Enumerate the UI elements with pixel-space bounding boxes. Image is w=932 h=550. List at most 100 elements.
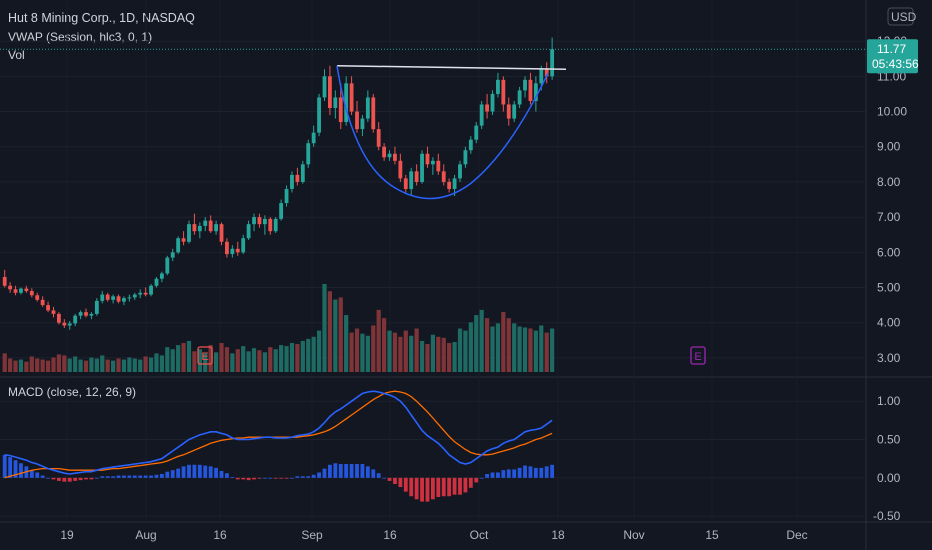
vwap-legend[interactable]: VWAP (Session, hlc3, 0, 1) bbox=[8, 30, 152, 44]
volume-bar bbox=[78, 359, 83, 372]
candle-body bbox=[501, 79, 506, 105]
candle-body bbox=[376, 129, 381, 147]
macd-histogram-bar bbox=[111, 476, 116, 478]
macd-histogram-bar bbox=[420, 477, 424, 502]
volume-bar bbox=[2, 353, 7, 372]
macd-pane bbox=[2, 390, 555, 502]
earnings-marker-past[interactable] bbox=[197, 346, 213, 365]
macd-histogram-bar bbox=[273, 477, 278, 479]
volume-bar bbox=[544, 332, 549, 372]
volume-bar bbox=[73, 356, 78, 372]
macd-histogram-bar bbox=[89, 477, 94, 480]
candle-body bbox=[414, 171, 419, 182]
cup-pattern bbox=[336, 65, 567, 200]
candle-body bbox=[143, 292, 148, 295]
candle-body bbox=[317, 97, 321, 133]
macd-histogram-bar bbox=[57, 477, 61, 481]
macd-histogram-bar bbox=[317, 472, 321, 478]
volume-bar bbox=[251, 348, 257, 372]
macd-histogram-bar bbox=[458, 477, 462, 495]
time-tick-label: 16 bbox=[213, 528, 227, 542]
price-tick-label: 4.00 bbox=[877, 316, 901, 330]
volume-bar bbox=[333, 299, 338, 372]
candle-body bbox=[539, 69, 544, 84]
candle-body bbox=[365, 97, 370, 119]
volume-bar bbox=[441, 337, 446, 372]
candle-body bbox=[241, 238, 246, 253]
macd-tick-label: 0.00 bbox=[877, 471, 901, 485]
candle-body bbox=[35, 295, 40, 300]
volume-bar bbox=[13, 360, 18, 372]
price-tick-label: 3.00 bbox=[877, 351, 901, 365]
candle-body bbox=[235, 248, 240, 253]
candle-body bbox=[257, 217, 262, 225]
cup-rim-line bbox=[336, 65, 567, 71]
macd-histogram-bar bbox=[40, 475, 45, 478]
macd-histogram-bar bbox=[19, 463, 23, 478]
candle-body bbox=[192, 224, 197, 232]
earnings-marker-upcoming[interactable] bbox=[690, 346, 706, 365]
candle-body bbox=[306, 143, 311, 165]
volume-legend[interactable]: Vol bbox=[8, 48, 25, 62]
macd-histogram-bar bbox=[187, 464, 191, 478]
volume-bar bbox=[143, 356, 148, 372]
candle-body bbox=[403, 178, 408, 189]
macd-legend[interactable]: MACD (close, 12, 26, 9) bbox=[8, 385, 136, 399]
candle-body bbox=[268, 218, 273, 232]
candle-body bbox=[78, 312, 83, 316]
macd-histogram-bar bbox=[355, 464, 359, 478]
time-tick-label: 15 bbox=[705, 528, 719, 542]
macd-histogram-bar bbox=[100, 476, 105, 478]
candle-body bbox=[300, 164, 305, 182]
candle-body bbox=[344, 83, 349, 123]
candle-body bbox=[436, 160, 441, 172]
candle-body bbox=[430, 160, 435, 165]
candle-body bbox=[468, 139, 473, 151]
macd-histogram-bar bbox=[436, 477, 441, 497]
volume-bar bbox=[495, 323, 501, 372]
price-tick-label: 7.00 bbox=[877, 210, 901, 224]
macd-histogram-bar bbox=[382, 477, 387, 479]
macd-histogram-bar bbox=[225, 473, 229, 478]
volume-bar bbox=[197, 349, 202, 372]
macd-histogram-bar bbox=[257, 477, 262, 479]
macd-histogram-bar bbox=[73, 477, 78, 481]
volume-bar bbox=[382, 318, 387, 372]
volume-bar bbox=[533, 330, 538, 372]
time-tick-label: Sep bbox=[301, 528, 323, 542]
volume-bar bbox=[235, 349, 240, 372]
macd-histogram-bar bbox=[154, 474, 159, 478]
candle-body bbox=[382, 146, 387, 158]
macd-histogram-bar bbox=[376, 473, 381, 478]
candle-body bbox=[84, 312, 88, 316]
symbol-legend[interactable]: Hut 8 Mining Corp., 1D, NASDAQ bbox=[8, 11, 195, 25]
volume-label: Vol bbox=[8, 48, 25, 62]
candle-body bbox=[447, 181, 452, 189]
macd-histogram-bar bbox=[46, 477, 50, 479]
macd-histogram-bar bbox=[143, 475, 148, 478]
volume-bar bbox=[159, 355, 164, 372]
candle-body bbox=[73, 315, 78, 324]
volume-bar bbox=[457, 328, 463, 372]
earnings-marker-label: E bbox=[694, 351, 701, 363]
macd-histogram-bar bbox=[230, 477, 235, 478]
macd-histogram-bar bbox=[84, 477, 88, 480]
macd-histogram-bar bbox=[290, 477, 294, 479]
volume-bar bbox=[127, 357, 132, 372]
volume-bar bbox=[468, 322, 473, 372]
volume-bar bbox=[230, 353, 235, 372]
macd-histogram-bar bbox=[262, 477, 267, 479]
volume-bar bbox=[463, 330, 468, 372]
candle-body bbox=[214, 224, 218, 232]
macd-histogram-bar bbox=[523, 465, 527, 478]
macd-histogram-bar bbox=[393, 477, 397, 484]
candle-body bbox=[355, 111, 359, 130]
macd-histogram-bar bbox=[512, 469, 517, 478]
volume-bar bbox=[51, 357, 56, 372]
volume-bar bbox=[35, 358, 40, 372]
volume-bar bbox=[284, 346, 289, 372]
candle-body bbox=[360, 118, 365, 130]
candle-body bbox=[490, 93, 495, 112]
